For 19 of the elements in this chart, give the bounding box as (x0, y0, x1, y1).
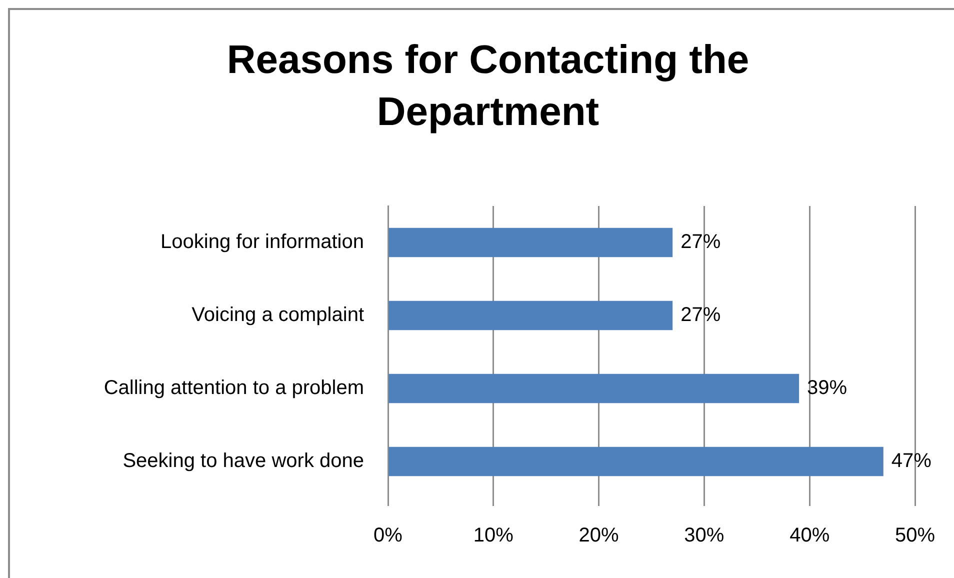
x-tick-label: 20% (578, 524, 620, 547)
data-label: 39% (807, 377, 848, 400)
bar (388, 374, 800, 404)
data-label: 27% (680, 231, 721, 254)
x-tick-label: 30% (684, 524, 724, 547)
chart-title: Reasons for Contacting the Department (226, 37, 750, 136)
x-tick-label: 40% (790, 524, 830, 547)
data-label: 47% (891, 450, 932, 472)
data-label: 27% (680, 304, 721, 326)
bar (388, 228, 673, 258)
y-tick-label: Seeking to have work done (122, 450, 364, 472)
x-tick-label: 50% (894, 524, 936, 547)
x-tick-label: 0% (374, 524, 403, 547)
x-tick-label: 10% (473, 524, 514, 547)
y-tick-label: Voicing a complaint (192, 304, 364, 326)
bar (388, 446, 884, 476)
y-tick-label: Calling attention to a problem (104, 377, 364, 400)
bar (388, 300, 673, 330)
y-tick-label: Looking for information (160, 231, 364, 254)
